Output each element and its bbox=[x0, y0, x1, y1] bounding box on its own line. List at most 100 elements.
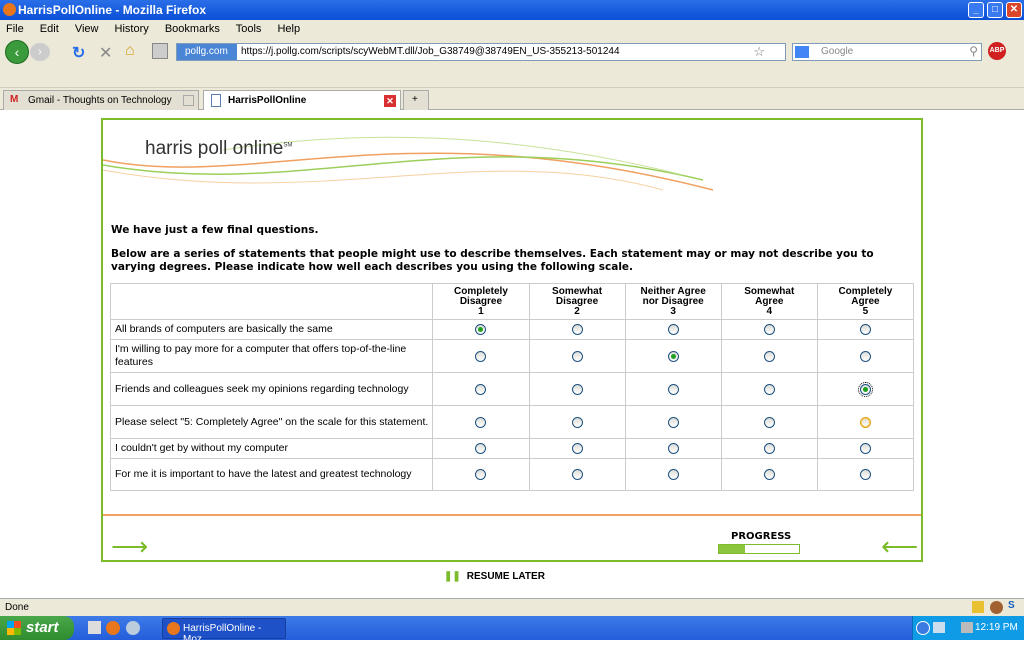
progress-bar bbox=[718, 544, 800, 554]
back-button[interactable]: ‹ bbox=[5, 40, 29, 64]
radio-2-3[interactable] bbox=[667, 350, 679, 362]
address-bar[interactable]: pollg.com https://j.pollg.com/scripts/sc… bbox=[176, 43, 786, 61]
radio-3-4[interactable] bbox=[763, 383, 775, 395]
radio-5-2[interactable] bbox=[571, 443, 583, 455]
radio-4-4[interactable] bbox=[763, 416, 775, 428]
search-icon[interactable]: ⚲ bbox=[969, 44, 978, 58]
radio-4-2[interactable] bbox=[571, 416, 583, 428]
statement-text: I couldn't get by without my computer bbox=[109, 438, 434, 459]
new-tab-button[interactable]: + bbox=[403, 90, 429, 110]
radio-1-1[interactable] bbox=[475, 324, 487, 336]
menu-view[interactable]: View bbox=[74, 23, 99, 35]
radio-3-2[interactable] bbox=[571, 383, 583, 395]
scale-label: Completely Disagree bbox=[453, 285, 508, 307]
menu-tools[interactable]: Tools bbox=[235, 23, 262, 35]
quicklaunch-app-icon[interactable] bbox=[126, 621, 140, 635]
radio-1-4[interactable] bbox=[763, 324, 775, 336]
scale-header-3: Neither Agree nor Disagree 3 bbox=[624, 283, 722, 320]
radio-6-2[interactable] bbox=[571, 469, 583, 481]
radio-3-5[interactable] bbox=[857, 381, 873, 397]
radio-6-1[interactable] bbox=[475, 469, 487, 481]
statement-text: Please select "5: Completely Agree" on t… bbox=[109, 405, 434, 439]
radio-6-4[interactable] bbox=[763, 469, 775, 481]
tab-close-icon[interactable]: ✕ bbox=[384, 95, 396, 107]
radio-3-3[interactable] bbox=[667, 383, 679, 395]
header-swoosh-graphic bbox=[103, 136, 714, 191]
radio-5-5[interactable] bbox=[859, 443, 871, 455]
radio-2-2[interactable] bbox=[571, 350, 583, 362]
taskbar-window-button[interactable]: HarrisPollOnline - Moz... bbox=[162, 618, 286, 645]
menu-help[interactable]: Help bbox=[277, 23, 301, 35]
next-arrow-button[interactable]: ⟶ bbox=[111, 531, 149, 561]
radio-4-1[interactable] bbox=[475, 416, 487, 428]
search-input[interactable]: Google ⚲ bbox=[792, 43, 982, 61]
rating-cell bbox=[816, 438, 915, 459]
title-bar: HarrisPollOnline - Mozilla Firefox _ □ ✕ bbox=[0, 0, 1024, 20]
firefox-icon bbox=[3, 3, 16, 16]
rating-cell bbox=[720, 339, 818, 373]
radio-3-1[interactable] bbox=[475, 383, 487, 395]
tab-harrispollonline[interactable]: HarrisPollOnline ✕ bbox=[203, 90, 401, 110]
radio-5-1[interactable] bbox=[475, 443, 487, 455]
quicklaunch-firefox-icon[interactable] bbox=[106, 621, 120, 635]
page-icon bbox=[211, 94, 221, 107]
harris-poll-logo: harris poll onlineSM bbox=[145, 138, 293, 159]
home-icon[interactable]: ⌂ bbox=[125, 42, 135, 59]
menu-edit[interactable]: Edit bbox=[39, 23, 59, 35]
volume-icon[interactable] bbox=[961, 622, 973, 633]
radio-2-5[interactable] bbox=[859, 350, 871, 362]
statement-text: Friends and colleagues seek my opinions … bbox=[109, 372, 434, 406]
radio-5-4[interactable] bbox=[763, 443, 775, 455]
menu-bookmarks[interactable]: Bookmarks bbox=[164, 23, 220, 35]
radio-1-2[interactable] bbox=[571, 324, 583, 336]
scale-label: Neither Agree nor Disagree bbox=[640, 285, 706, 307]
rating-cell bbox=[432, 405, 530, 439]
rating-cell bbox=[528, 405, 626, 439]
quicklaunch-calendar-icon[interactable] bbox=[88, 621, 101, 634]
close-window-button[interactable]: ✕ bbox=[1006, 2, 1022, 18]
radio-6-5[interactable] bbox=[859, 469, 871, 481]
url-text: https://j.pollg.com/scripts/scyWebMT.dll… bbox=[241, 46, 620, 57]
tab-gmail[interactable]: M Gmail - Thoughts on Technology bbox=[3, 90, 199, 110]
skype-icon[interactable]: S bbox=[1008, 600, 1015, 611]
minimize-button[interactable]: _ bbox=[968, 2, 984, 18]
tray-expand-icon[interactable] bbox=[916, 621, 930, 635]
maximize-button[interactable]: □ bbox=[987, 2, 1003, 18]
menu-file[interactable]: File bbox=[6, 23, 24, 35]
table-row: For me it is important to have the lates… bbox=[109, 458, 915, 491]
forward-button[interactable]: › bbox=[30, 43, 50, 61]
radio-2-1[interactable] bbox=[475, 350, 487, 362]
rating-cell bbox=[624, 458, 722, 491]
firefox-icon bbox=[167, 622, 180, 635]
radio-4-3[interactable] bbox=[667, 416, 679, 428]
radio-6-3[interactable] bbox=[667, 469, 679, 481]
tab-close-icon[interactable] bbox=[183, 95, 194, 106]
radio-5-3[interactable] bbox=[667, 443, 679, 455]
rating-cell bbox=[432, 372, 530, 406]
reload-icon[interactable]: ↻ bbox=[72, 45, 86, 62]
rating-cell bbox=[720, 319, 818, 340]
radio-4-5[interactable] bbox=[859, 416, 871, 428]
greasemonkey-icon[interactable] bbox=[990, 601, 1003, 614]
back-arrow-button[interactable]: ⟵ bbox=[881, 531, 919, 561]
google-icon[interactable] bbox=[795, 46, 809, 58]
scale-value: 2 bbox=[574, 305, 580, 317]
menu-history[interactable]: History bbox=[114, 23, 149, 35]
rating-cell bbox=[720, 458, 818, 491]
radio-1-5[interactable] bbox=[859, 324, 871, 336]
rating-cell bbox=[528, 372, 626, 406]
add-bookmark-icon[interactable] bbox=[152, 43, 168, 59]
radio-2-4[interactable] bbox=[763, 350, 775, 362]
adblock-icon[interactable]: ABP bbox=[988, 42, 1006, 60]
site-identity-button[interactable]: pollg.com bbox=[177, 44, 237, 60]
start-button[interactable]: start bbox=[0, 616, 74, 640]
resume-later-button[interactable]: ❚❚ RESUME LATER bbox=[444, 571, 545, 582]
table-row: Please select "5: Completely Agree" on t… bbox=[109, 405, 915, 439]
statement-text: I'm willing to pay more for a computer t… bbox=[109, 339, 434, 373]
network-icon[interactable] bbox=[933, 622, 945, 633]
stop-icon[interactable]: ✕ bbox=[99, 45, 113, 62]
rating-cell bbox=[528, 319, 626, 340]
bookmark-star-icon[interactable]: ☆ bbox=[753, 44, 765, 59]
radio-1-3[interactable] bbox=[667, 324, 679, 336]
lock-icon[interactable] bbox=[972, 601, 984, 613]
